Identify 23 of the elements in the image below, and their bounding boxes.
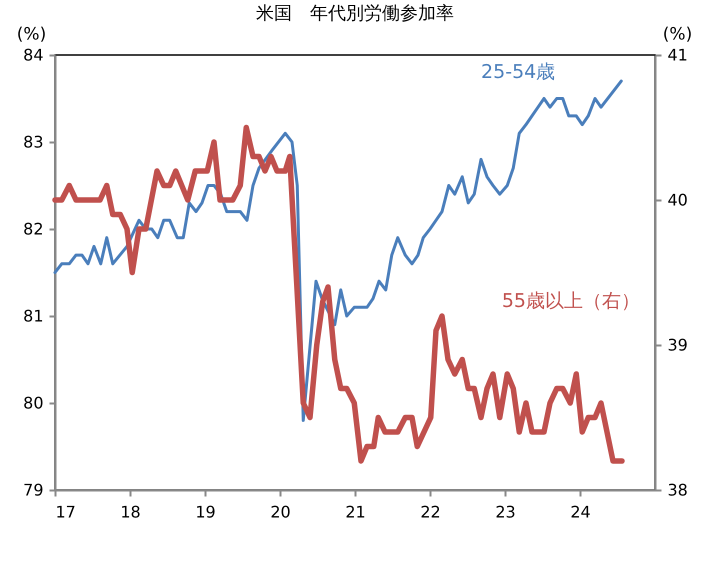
y-tick-label: 82 (23, 220, 44, 238)
x-tick-label: 20 (270, 502, 291, 522)
y2-tick-label: 41 (668, 46, 688, 64)
y-axis-title: (%) (16, 24, 46, 44)
y2-tick-label: 40 (668, 190, 688, 210)
y2-tick-label: 38 (668, 480, 688, 500)
y-tick-label: 81 (23, 306, 44, 326)
x-tick-label: 21 (345, 502, 366, 522)
x-tick-label: 23 (495, 502, 516, 522)
y2-axis-title: (%) (662, 24, 692, 44)
x-tick-label: 19 (195, 502, 216, 522)
x-tick-label: 22 (420, 502, 441, 522)
y-tick-label: 83 (23, 132, 44, 152)
y2-tick-label: 39 (668, 336, 688, 354)
y-tick-label: 80 (23, 394, 44, 412)
text: 55歳以上（右） (502, 290, 640, 312)
x-tick-label: 17 (56, 502, 76, 522)
chart-title: 米国 年代別労働参加率 (256, 3, 454, 24)
y-tick-label: 79 (23, 480, 44, 500)
y-tick-label: 84 (23, 46, 44, 64)
x-tick-label: 18 (120, 502, 141, 522)
x-tick-label: 24 (570, 502, 591, 522)
series-label: 25-54歳 (481, 61, 556, 84)
